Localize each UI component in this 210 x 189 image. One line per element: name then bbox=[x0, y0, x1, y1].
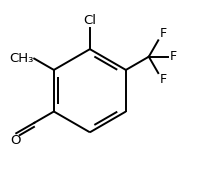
Text: F: F bbox=[160, 73, 167, 86]
Text: F: F bbox=[170, 50, 177, 63]
Text: CH₃: CH₃ bbox=[9, 52, 33, 65]
Text: F: F bbox=[160, 27, 167, 40]
Text: O: O bbox=[10, 134, 21, 147]
Text: Cl: Cl bbox=[83, 14, 96, 27]
